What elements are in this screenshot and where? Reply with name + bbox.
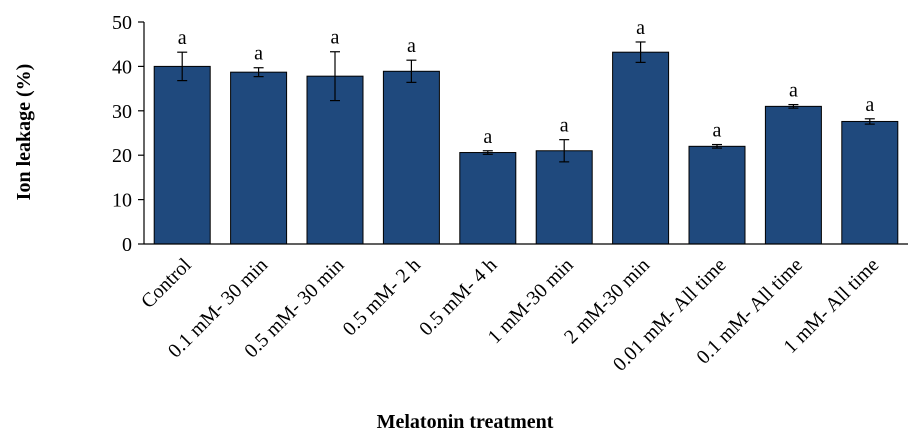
bar	[307, 76, 363, 244]
significance-label: a	[178, 27, 187, 49]
significance-label: a	[789, 80, 798, 102]
y-tick-label: 0	[122, 234, 132, 256]
bar	[765, 106, 821, 244]
y-axis-title: Ion leakage (%)	[13, 64, 35, 201]
significance-label: a	[865, 94, 874, 116]
y-tick-label: 40	[112, 56, 132, 78]
significance-label: a	[483, 126, 492, 148]
significance-label: a	[407, 35, 416, 57]
x-tick-label: 0.5 mM- 2 h	[339, 254, 425, 340]
bar	[383, 71, 439, 244]
significance-label: a	[713, 120, 722, 142]
bars: a a a a a a a a a a	[154, 17, 898, 244]
x-axis-title: Melatonin treatment	[377, 411, 554, 433]
bar	[460, 153, 516, 244]
significance-label: a	[560, 115, 569, 137]
bar	[689, 146, 745, 244]
y-tick-label: 10	[112, 190, 132, 212]
y-tick-label: 20	[112, 145, 132, 167]
bar	[231, 72, 287, 244]
significance-label: a	[331, 27, 340, 49]
bar	[842, 121, 898, 244]
bar	[536, 151, 592, 244]
significance-label: a	[636, 17, 645, 39]
y-tick-label: 30	[112, 101, 132, 123]
bar	[154, 66, 210, 244]
bar	[613, 52, 669, 244]
y-axis: 0 10 20 30 40 50	[112, 12, 144, 256]
x-tick-label: Control	[137, 254, 196, 313]
significance-label: a	[254, 43, 263, 65]
y-tick-label: 50	[112, 12, 132, 34]
